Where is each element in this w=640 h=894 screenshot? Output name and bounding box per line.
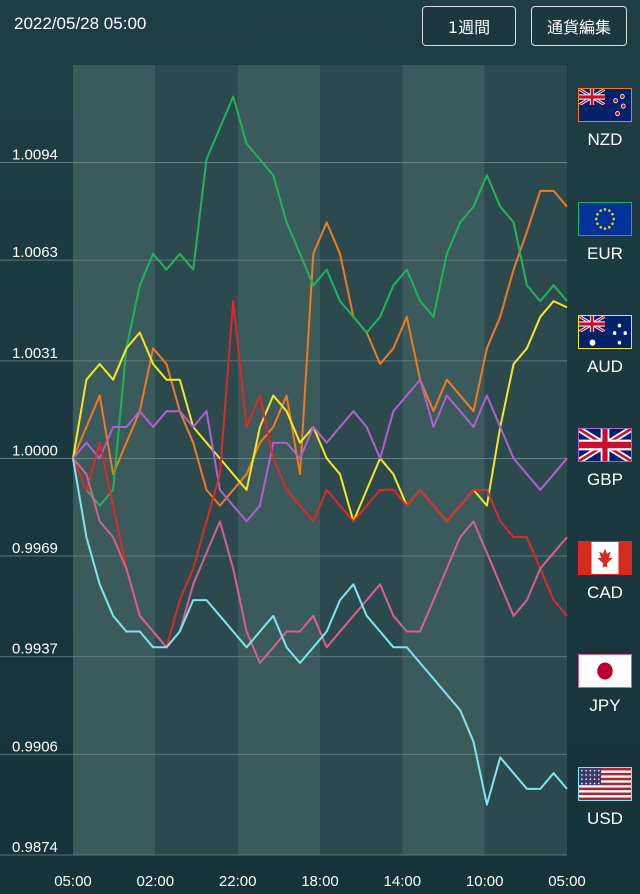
series-line-nzd	[72, 189, 568, 507]
legend-code-label: CAD	[587, 583, 623, 602]
series-line-jpy	[72, 457, 568, 664]
x-tick-label: 02:00	[137, 873, 175, 890]
header-datetime: 2022/05/28 05:00	[14, 14, 147, 33]
x-tick-label: 14:00	[384, 873, 422, 890]
y-tick-label: 1.0000	[12, 442, 58, 459]
flag-gbp-icon	[578, 428, 632, 462]
time-bands	[73, 65, 567, 855]
legend-item-usd[interactable]: USD	[577, 767, 633, 829]
x-axis: 05:00 02:00 22:00 18:00 14:00 10:00 05:00	[54, 873, 586, 890]
period-button[interactable]: 1週間	[422, 6, 516, 46]
x-tick-label: 22:00	[219, 873, 257, 890]
time-band	[484, 65, 567, 855]
legend-item-aud[interactable]: AUD	[577, 315, 633, 377]
time-band	[402, 65, 485, 855]
x-tick-label: 05:00	[54, 873, 92, 890]
series-line-eur	[72, 95, 568, 507]
legend-item-cad[interactable]: CAD	[577, 541, 633, 603]
y-tick-label: 0.9969	[12, 540, 58, 557]
edit-currency-button[interactable]: 通貨編集	[531, 6, 627, 46]
x-tick-label: 05:00	[548, 873, 586, 890]
y-tick-label: 0.9906	[12, 738, 58, 755]
time-band	[320, 65, 403, 855]
grid-lines	[0, 162, 567, 856]
flag-jpy-icon	[578, 654, 632, 688]
y-tick-label: 0.9937	[12, 641, 58, 658]
legend-code-label: EUR	[587, 244, 623, 263]
series-line-usd	[72, 458, 568, 806]
y-tick-label: 1.0094	[12, 147, 58, 164]
flag-usd-icon	[578, 767, 632, 801]
legend-code-label: AUD	[587, 357, 623, 376]
flag-cad-icon	[578, 541, 632, 575]
legend-code-label: NZD	[587, 130, 623, 149]
legend-code-label: USD	[587, 809, 623, 828]
y-axis: 1.0094 1.0063 1.0031 1.0000 0.9969 0.9937 0.99…	[12, 147, 58, 856]
flag-aud-icon	[578, 315, 632, 349]
x-tick-label: 10:00	[466, 873, 504, 890]
legend-item-eur[interactable]: EUR	[577, 202, 633, 264]
y-tick-label: 0.9874	[12, 839, 58, 856]
x-tick-label: 18:00	[301, 873, 339, 890]
legend-item-jpy[interactable]: JPY	[577, 654, 633, 716]
legend-code-label: JPY	[589, 696, 621, 715]
series-lines	[72, 95, 568, 806]
legend-item-gbp[interactable]: GBP	[577, 428, 633, 490]
time-band	[73, 65, 156, 855]
flag-nzd-icon	[578, 88, 632, 122]
time-band	[155, 65, 238, 855]
legend-code-label: GBP	[587, 470, 623, 489]
time-band	[237, 65, 320, 855]
legend-item-nzd[interactable]: NZD	[577, 88, 633, 150]
y-tick-label: 1.0063	[12, 244, 58, 261]
flag-eur-icon	[578, 202, 632, 236]
series-line-gbp	[72, 378, 568, 523]
y-tick-label: 1.0031	[12, 345, 58, 362]
series-line-aud	[72, 300, 568, 523]
